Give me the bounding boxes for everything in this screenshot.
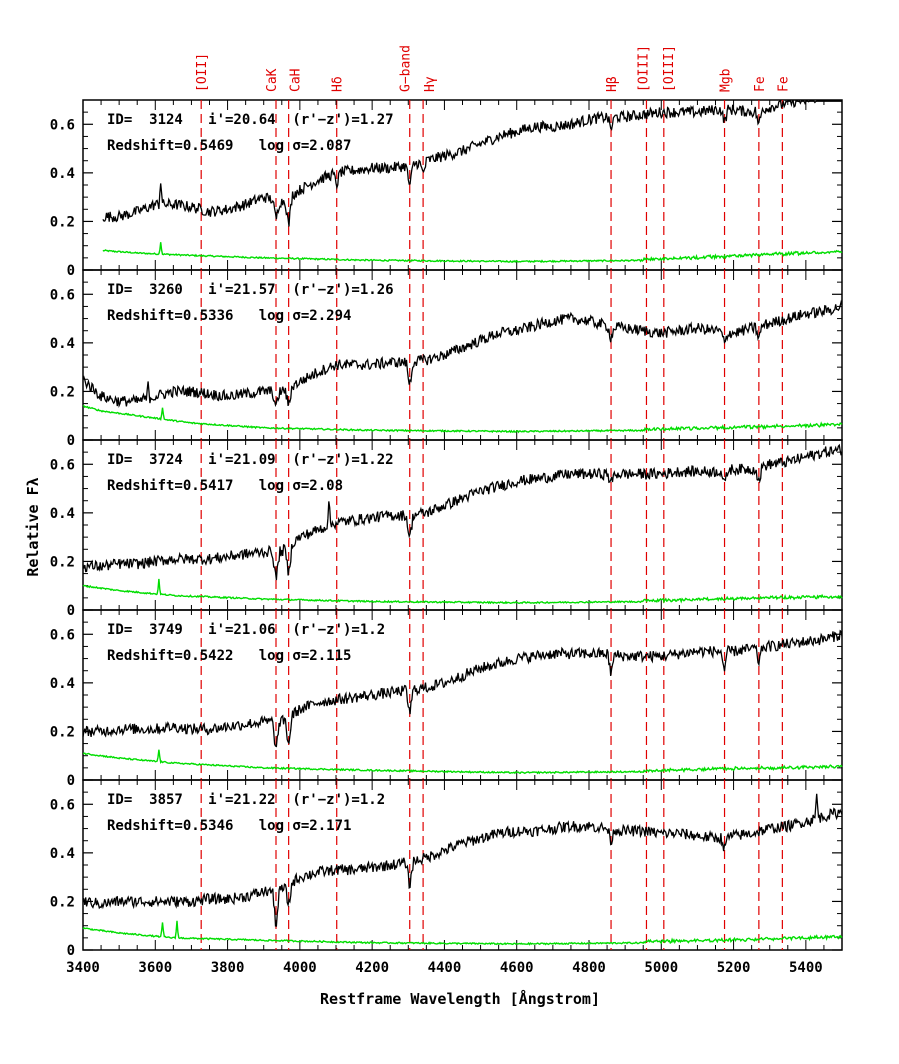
x-axis-ticks: 3400 3600 3800 4000 4200 4400 4600 4800 5000 5200… [66,960,823,976]
spectral-line-label: Hβ [605,76,620,92]
x-tick-label: 4400 [428,960,462,976]
y-tick-label: 0.4 [50,166,75,182]
x-tick-label: 5200 [717,960,751,976]
galaxy-spectrum-line [82,629,843,748]
error-spectrum-line [82,749,843,775]
x-tick-label: 3600 [138,960,172,976]
x-tick-label: 4200 [355,960,389,976]
error-spectrum-line [82,578,843,605]
spectral-line-label: G−band [399,45,414,92]
panel-info-redshift: Redshift=0.5346 log σ=2.171 [107,818,351,834]
y-tick-label: 0 [67,773,75,789]
spectral-line-label: Hδ [331,76,346,92]
spectral-line-label: Fe [776,76,791,92]
y-tick-label: 0.2 [50,894,75,910]
x-tick-label: 3400 [66,960,100,976]
spectral-line-label: [OIII] [662,45,677,92]
spectrum-panel: 0 0.2 0.4 0.6 ID= 3749 i'=21.06 (r'−z')=1.2 R… [50,609,843,789]
spectral-line-label: CaK [265,68,280,92]
galaxy-spectrum-line [102,100,842,227]
y-tick-label: 0.6 [50,797,75,813]
galaxy-spectrum-line [82,793,843,927]
x-tick-label: 5000 [644,960,678,976]
y-tick-label: 0.6 [50,627,75,643]
y-axis-label: Relative Fλ [24,477,42,576]
x-tick-label: 5400 [789,960,823,976]
y-tick-label: 0 [67,263,75,279]
y-tick-label: 0 [67,943,75,959]
x-tick-label: 4800 [572,960,606,976]
y-tick-label: 0.4 [50,676,75,692]
y-tick-label: 0.6 [50,287,75,303]
error-spectrum-line [82,920,843,946]
y-tick-label: 0.6 [50,117,75,133]
panel-info-redshift: Redshift=0.5417 log σ=2.08 [107,478,343,494]
y-tick-label: 0.4 [50,846,75,862]
panel-info-redshift: Redshift=0.5422 log σ=2.115 [107,648,351,664]
spectral-line-labels: [OII] CaK CaH Hδ G−band Hγ Hβ [OIII] [OIII] Mgb Fe… [195,45,791,92]
spectrum-panel: 0 0.2 0.4 0.6 ID= 3857 i'=21.22 (r'−z')=1.2 R… [50,779,843,959]
x-axis-label: Restframe Wavelength [Ångstrom] [320,989,600,1008]
galaxy-spectrum-line [82,299,843,409]
spectral-line-label: [OIII] [637,45,652,92]
y-tick-label: 0.2 [50,554,75,570]
y-tick-label: 0 [67,433,75,449]
galaxy-spectrum-line [82,443,843,581]
spectral-line-label: Mgb [719,68,734,92]
spectrum-panel: 0 0.2 0.4 0.6 ID= 3124 i'=20.64 (r'−z')=1.27… [50,99,843,279]
panel-info-id: ID= 3749 i'=21.06 (r'−z')=1.2 [107,622,385,638]
panel-info-redshift: Redshift=0.5336 log σ=2.294 [107,308,351,324]
y-tick-label: 0.4 [50,336,75,352]
spectrum-panel: 0 0.2 0.4 0.6 ID= 3260 i'=21.57 (r'−z')=1.26… [50,269,843,449]
spectral-line-label: CaH [289,69,304,92]
spectral-line-label: [OII] [195,53,210,92]
spectrum-panels: 0 0.2 0.4 0.6 ID= 3124 i'=20.64 (r'−z')=1.27… [50,99,843,959]
y-tick-label: 0 [67,603,75,619]
y-tick-label: 0.6 [50,457,75,473]
y-tick-label: 0.2 [50,724,75,740]
x-tick-label: 4000 [283,960,317,976]
spectrum-panel: 0 0.2 0.4 0.6 ID= 3724 i'=21.09 (r'−z')=1.22… [50,439,843,619]
error-spectrum-line [82,404,843,434]
y-tick-label: 0.2 [50,214,75,230]
panel-info-id: ID= 3724 i'=21.09 (r'−z')=1.22 [107,452,394,468]
error-spectrum-line [102,242,843,264]
panel-info-id: ID= 3124 i'=20.64 (r'−z')=1.27 [107,112,394,128]
panel-info-id: ID= 3260 i'=21.57 (r'−z')=1.26 [107,282,394,298]
panel-info-redshift: Redshift=0.5469 log σ=2.087 [107,138,351,154]
panel-info-id: ID= 3857 i'=21.22 (r'−z')=1.2 [107,792,385,808]
spectral-line-label: Fe [753,76,768,92]
x-tick-label: 4600 [500,960,534,976]
y-tick-label: 0.4 [50,506,75,522]
x-tick-label: 3800 [211,960,245,976]
spectral-line-label: Hγ [423,76,438,92]
y-tick-label: 0.2 [50,384,75,400]
